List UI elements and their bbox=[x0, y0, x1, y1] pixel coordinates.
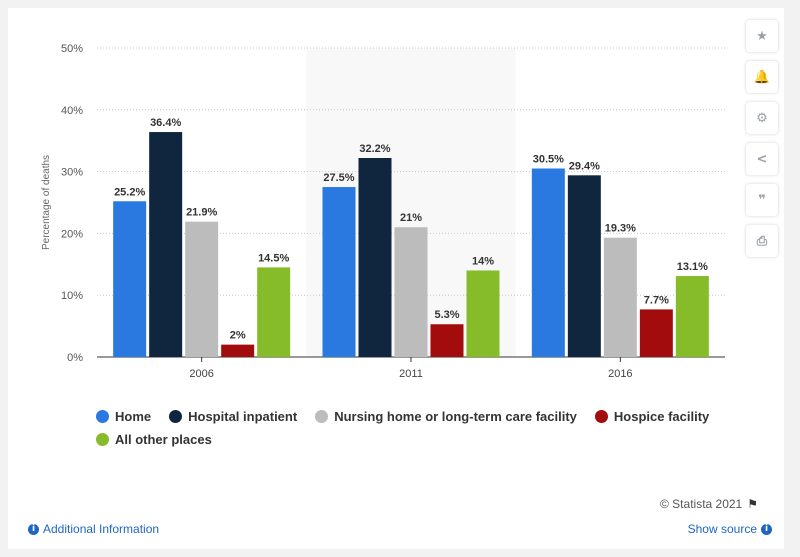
side-toolbar: ★ 🔔 ⚙ < ❞ ⎙ bbox=[746, 20, 778, 266]
y-tick-label: 20% bbox=[61, 228, 83, 240]
bar bbox=[149, 132, 183, 357]
legend-item[interactable]: Home bbox=[96, 409, 151, 424]
legend-label: All other places bbox=[115, 432, 212, 447]
flag-icon[interactable]: ⚑ bbox=[747, 497, 758, 511]
bar bbox=[221, 344, 255, 357]
x-tick-label: 2016 bbox=[608, 368, 632, 380]
legend-label: Nursing home or long-term care facility bbox=[334, 409, 577, 424]
share-icon[interactable]: < bbox=[746, 143, 778, 175]
y-tick-label: 30% bbox=[61, 167, 83, 179]
copyright[interactable]: © Statista 2021 ⚑ bbox=[660, 497, 758, 511]
legend-label: Home bbox=[115, 409, 152, 424]
legend-label: Hospital inpatient bbox=[188, 409, 298, 424]
legend-item[interactable]: All other places bbox=[96, 432, 212, 447]
data-label: 5.3% bbox=[434, 309, 459, 321]
legend-label: Hospice facility bbox=[613, 409, 710, 424]
legend-item[interactable]: Hospital inpatient bbox=[169, 409, 297, 424]
gear-icon[interactable]: ⚙ bbox=[746, 102, 778, 134]
y-axis-title: Percentage of deaths bbox=[41, 155, 52, 250]
bar bbox=[531, 168, 565, 357]
y-tick-label: 50% bbox=[61, 43, 83, 55]
data-label: 13.1% bbox=[677, 261, 708, 273]
bar-chart: 0% 10% 20% 30% 40% 50% Percentage of deaths 200… bbox=[41, 43, 725, 380]
bar bbox=[466, 270, 500, 357]
info-icon: i bbox=[761, 523, 772, 535]
legend-marker bbox=[169, 410, 183, 423]
bar bbox=[430, 324, 464, 357]
star-icon[interactable]: ★ bbox=[746, 20, 778, 52]
y-tick-label: 0% bbox=[67, 352, 83, 364]
copyright-text: © Statista 2021 bbox=[660, 497, 743, 511]
data-label: 36.4% bbox=[150, 117, 181, 129]
bar bbox=[567, 175, 601, 357]
bar bbox=[358, 158, 392, 357]
data-label: 32.2% bbox=[359, 143, 390, 155]
data-label: 19.3% bbox=[605, 223, 636, 235]
bar bbox=[257, 267, 291, 357]
x-tick-label: 2011 bbox=[399, 368, 423, 380]
legend-item[interactable]: Hospice facility bbox=[594, 409, 710, 424]
additional-information-label: Additional Information bbox=[43, 522, 160, 536]
y-tick-label: 10% bbox=[61, 290, 83, 302]
y-tick-label: 40% bbox=[61, 105, 83, 117]
show-source-link[interactable]: Show source i bbox=[688, 522, 772, 536]
bar bbox=[185, 221, 219, 357]
legend-marker bbox=[594, 410, 608, 423]
additional-information-link[interactable]: i Additional Information bbox=[28, 522, 159, 536]
data-label: 27.5% bbox=[323, 172, 354, 184]
legend-marker bbox=[315, 410, 329, 423]
print-icon[interactable]: ⎙ bbox=[746, 225, 778, 257]
data-label: 14% bbox=[472, 255, 494, 267]
bar bbox=[639, 309, 673, 357]
bar bbox=[113, 201, 147, 357]
chart-legend: Home Hospital inpatient Nursing home or lo… bbox=[96, 409, 756, 447]
bar bbox=[394, 227, 428, 357]
bar bbox=[603, 237, 637, 357]
data-label: 14.5% bbox=[258, 252, 289, 264]
data-label: 29.4% bbox=[569, 160, 600, 172]
info-icon: i bbox=[28, 523, 39, 535]
legend-marker bbox=[96, 433, 109, 446]
x-tick-label: 2006 bbox=[189, 368, 213, 380]
data-label: 21% bbox=[400, 212, 422, 224]
chart-card: 0% 10% 20% 30% 40% 50% Percentage of deaths 200… bbox=[8, 8, 784, 549]
bell-icon[interactable]: 🔔 bbox=[746, 61, 778, 93]
legend-marker bbox=[96, 410, 109, 423]
data-label: 2% bbox=[230, 330, 246, 342]
bar bbox=[675, 276, 709, 357]
quote-icon[interactable]: ❞ bbox=[746, 184, 778, 216]
legend-item[interactable]: Nursing home or long-term care facility bbox=[315, 409, 577, 424]
bar bbox=[322, 187, 356, 357]
data-label: 25.2% bbox=[114, 186, 145, 198]
data-label: 30.5% bbox=[533, 154, 564, 166]
show-source-label: Show source bbox=[687, 522, 757, 536]
data-label: 21.9% bbox=[186, 207, 217, 219]
data-label: 7.7% bbox=[644, 294, 669, 306]
